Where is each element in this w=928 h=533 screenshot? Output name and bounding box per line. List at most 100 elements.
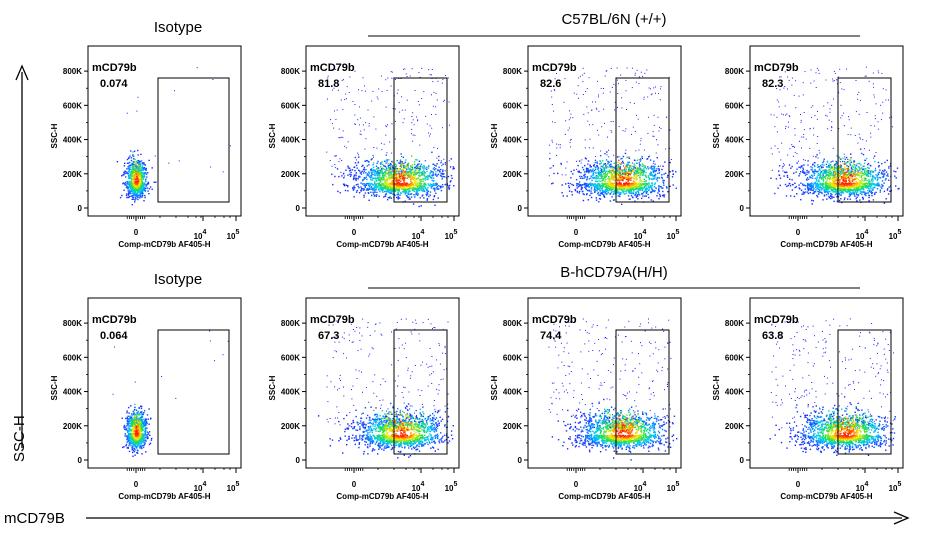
event-dot xyxy=(343,177,345,179)
event-dot xyxy=(354,156,357,159)
event-dot xyxy=(660,86,662,88)
event-dot xyxy=(634,165,636,167)
event-dot xyxy=(124,181,127,184)
event-dot xyxy=(635,150,637,152)
event-dot xyxy=(653,124,655,126)
event-dot xyxy=(376,183,379,185)
event-dot xyxy=(622,190,624,192)
event-dot xyxy=(348,170,351,172)
event-dot xyxy=(411,164,414,167)
event-dot xyxy=(442,175,445,178)
event-dot xyxy=(808,183,810,185)
event-dot xyxy=(861,171,863,173)
event-dot xyxy=(429,191,432,193)
event-dot xyxy=(389,177,392,179)
event-dot xyxy=(145,168,147,170)
event-dot xyxy=(445,75,447,77)
event-dot xyxy=(138,174,140,176)
event-dot xyxy=(423,182,426,185)
event-dot xyxy=(632,170,634,173)
event-dot xyxy=(623,173,625,175)
event-dot xyxy=(427,193,429,195)
event-dot xyxy=(653,186,656,188)
event-dot xyxy=(394,188,396,191)
y-tick-label: 200K xyxy=(281,170,300,179)
event-dot xyxy=(670,159,672,160)
event-dot xyxy=(433,196,435,198)
event-dot xyxy=(653,168,656,170)
event-dot xyxy=(602,165,604,167)
event-dot xyxy=(558,144,560,146)
event-dot xyxy=(376,147,378,149)
event-dot xyxy=(598,187,600,190)
event-dot xyxy=(432,175,434,177)
event-dot xyxy=(403,181,405,183)
gate-rectangle[interactable] xyxy=(393,77,448,203)
event-dot xyxy=(636,159,639,161)
event-dot xyxy=(612,170,615,173)
event-dot xyxy=(387,169,389,171)
event-dot xyxy=(621,157,623,160)
event-dot xyxy=(602,92,604,94)
event-dot xyxy=(373,177,375,180)
event-dot xyxy=(844,158,846,160)
event-dot xyxy=(388,189,390,191)
event-dot xyxy=(334,164,336,165)
gate-rectangle[interactable] xyxy=(615,77,670,203)
event-dot xyxy=(406,182,408,185)
event-dot xyxy=(394,186,396,189)
event-dot xyxy=(583,72,585,74)
event-dot xyxy=(617,184,619,186)
event-dot xyxy=(438,166,440,168)
event-dot xyxy=(611,182,613,185)
event-dot xyxy=(373,189,376,192)
event-dot xyxy=(596,186,598,188)
event-dot xyxy=(642,191,645,193)
event-dot xyxy=(635,167,638,169)
event-dot xyxy=(630,165,632,167)
event-dot xyxy=(622,179,624,182)
event-dot xyxy=(642,187,644,189)
event-dot xyxy=(403,183,405,185)
event-dot xyxy=(419,197,421,199)
event-dot xyxy=(374,185,376,188)
event-dot xyxy=(385,172,387,175)
event-dot xyxy=(883,182,885,184)
event-dot xyxy=(611,186,613,189)
event-dot xyxy=(132,151,134,153)
event-dot xyxy=(617,185,620,187)
event-dot xyxy=(636,175,638,178)
event-dot xyxy=(128,180,131,182)
event-dot xyxy=(846,185,848,187)
gate-rectangle[interactable] xyxy=(157,77,230,203)
event-dot xyxy=(364,186,366,188)
event-dot xyxy=(417,164,419,167)
x-tick-label: 105 xyxy=(227,229,240,241)
event-dot xyxy=(129,164,132,167)
event-dot xyxy=(791,179,793,181)
event-dot xyxy=(643,180,645,183)
event-dot xyxy=(400,169,403,172)
event-dot xyxy=(449,124,450,126)
event-dot xyxy=(592,173,595,175)
event-dot xyxy=(637,184,640,186)
event-dot xyxy=(548,175,550,177)
event-dot xyxy=(420,172,422,174)
event-dot xyxy=(354,187,356,189)
event-dot xyxy=(582,94,584,95)
event-dot xyxy=(132,198,134,200)
event-dot xyxy=(831,175,834,177)
event-dot xyxy=(352,187,354,189)
event-dot xyxy=(643,183,645,185)
event-dot xyxy=(388,173,390,175)
event-dot xyxy=(636,185,638,187)
event-dot xyxy=(415,165,418,167)
event-dot xyxy=(142,164,144,166)
event-dot xyxy=(447,175,450,178)
event-dot xyxy=(136,176,138,178)
event-dot xyxy=(401,184,403,186)
event-dot xyxy=(605,184,607,186)
event-dot xyxy=(420,178,423,181)
event-dot xyxy=(427,167,430,169)
event-dot xyxy=(415,185,417,187)
